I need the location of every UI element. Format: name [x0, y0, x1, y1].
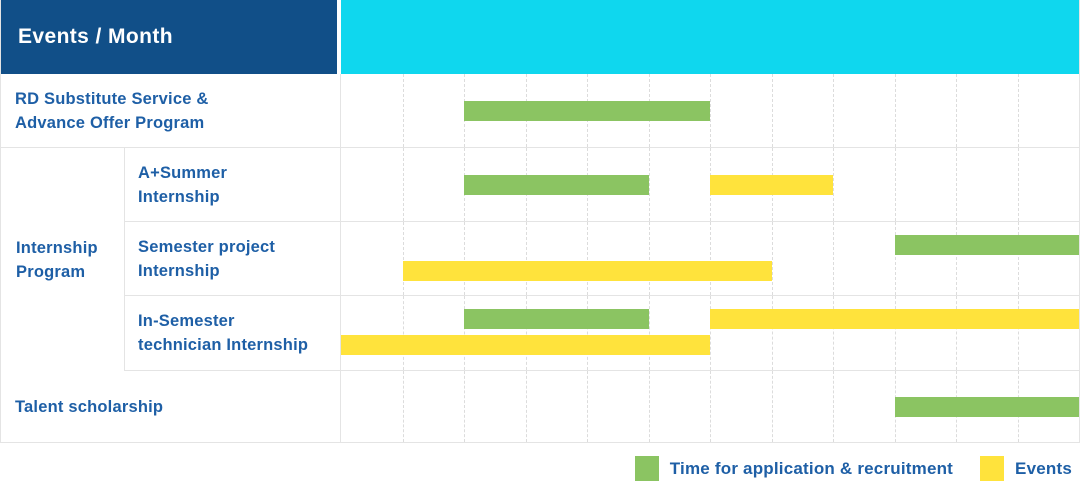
application-bar [894, 396, 1079, 417]
month-gridline [402, 222, 404, 295]
month-gridline [956, 148, 957, 221]
month-gridline [710, 371, 711, 442]
label-line: technician Internship [138, 336, 309, 354]
month-gridline [833, 371, 834, 442]
application-bar [894, 235, 1079, 255]
legend-label-events: Events [1015, 458, 1072, 478]
month-gridline [710, 74, 711, 147]
months-header [341, 0, 1079, 74]
section-rows: A+Summer Internship Semester project Intern… [125, 148, 1079, 371]
month-gridline [648, 371, 650, 442]
row-timeline [341, 371, 1079, 442]
month-gridline [833, 148, 834, 221]
month-gridline [894, 296, 896, 370]
month-gridline [956, 222, 957, 295]
label-line: In-Semester [138, 312, 235, 330]
month-gridline [587, 296, 588, 370]
row-label: Talent scholarship [1, 371, 341, 442]
month-gridline [648, 222, 650, 295]
month-gridline [710, 296, 711, 370]
label-line: Advance Offer Program [15, 113, 205, 132]
table-body: RD Substitute Service & Advance Offer Pro… [1, 74, 1079, 443]
row-timeline [341, 74, 1079, 147]
group-label: Internship Program [1, 148, 125, 371]
month-gridline [771, 296, 773, 370]
month-gridline [402, 74, 404, 147]
row-label: In-Semester technician Internship [125, 296, 341, 370]
month-gridline [771, 74, 773, 147]
month-gridline [956, 296, 957, 370]
month-gridline [648, 148, 650, 221]
table-row: In-Semester technician Internship [125, 296, 1079, 371]
events-bar [710, 309, 1079, 329]
row-timeline [341, 296, 1079, 370]
legend-label-application: Time for application & recruitment [669, 458, 954, 478]
legend-item-application: Time for application & recruitment [634, 456, 954, 481]
month-gridline [1017, 74, 1019, 147]
month-gridline [771, 371, 773, 442]
label-line: Semester project [138, 237, 276, 256]
month-gridline [833, 222, 834, 295]
row-timeline [341, 222, 1079, 295]
label-line: A+Summer [138, 163, 228, 182]
legend-swatch-application [634, 456, 659, 481]
month-gridline [464, 371, 465, 442]
month-gridline [525, 296, 527, 370]
month-gridline [894, 74, 896, 147]
month-gridline [894, 222, 896, 295]
label-line: Internship [138, 187, 220, 206]
header-gap [337, 0, 341, 74]
legend-item-events: Events [980, 456, 1072, 481]
month-gridline [402, 148, 404, 221]
month-gridline [894, 148, 896, 221]
month-gridline [771, 222, 773, 295]
events-bar [710, 174, 833, 195]
label-line: Talent scholarship [15, 397, 164, 416]
events-bar [402, 261, 772, 281]
month-gridline [956, 74, 957, 147]
table-row: Semester project Internship [125, 222, 1079, 296]
month-gridline [402, 371, 404, 442]
month-gridline [587, 222, 588, 295]
legend-swatch-events [980, 456, 1005, 481]
label-line: RD Substitute Service & [15, 89, 209, 108]
month-gridline [648, 296, 650, 370]
application-bar [464, 174, 649, 195]
month-gridline [525, 371, 527, 442]
row-timeline [341, 148, 1079, 221]
legend: Time for application & recruitment Events [0, 443, 1080, 494]
month-gridline [1017, 222, 1019, 295]
month-gridline [587, 371, 588, 442]
month-gridline [464, 296, 465, 370]
application-bar [464, 100, 710, 121]
month-gridline [710, 222, 711, 295]
month-gridline [402, 296, 404, 370]
row-label: A+Summer Internship [125, 148, 341, 221]
internship-program-section: Internship Program A+Summer Internship Semes… [1, 148, 1079, 371]
table-row: A+Summer Internship [125, 148, 1079, 222]
label-line: Internship [16, 238, 98, 257]
application-bar [464, 309, 649, 329]
events-month-header: Events / Month [1, 0, 337, 74]
label-line: Internship [138, 261, 220, 280]
month-gridline [833, 74, 834, 147]
month-gridline [464, 222, 465, 295]
row-label: RD Substitute Service & Advance Offer Pro… [1, 74, 341, 147]
table-row: Talent scholarship [1, 371, 1079, 443]
month-gridline [1017, 296, 1019, 370]
events-table: Events / Month RD Substitute Service & Ad… [0, 0, 1080, 443]
month-gridline [525, 222, 527, 295]
row-label: Semester project Internship [125, 222, 341, 295]
header-row: Events / Month [1, 0, 1079, 74]
month-gridline [1017, 148, 1019, 221]
table-row: RD Substitute Service & Advance Offer Pro… [1, 74, 1079, 148]
events-bar [341, 335, 710, 355]
label-line: Program [16, 262, 86, 281]
month-gridline [833, 296, 834, 370]
